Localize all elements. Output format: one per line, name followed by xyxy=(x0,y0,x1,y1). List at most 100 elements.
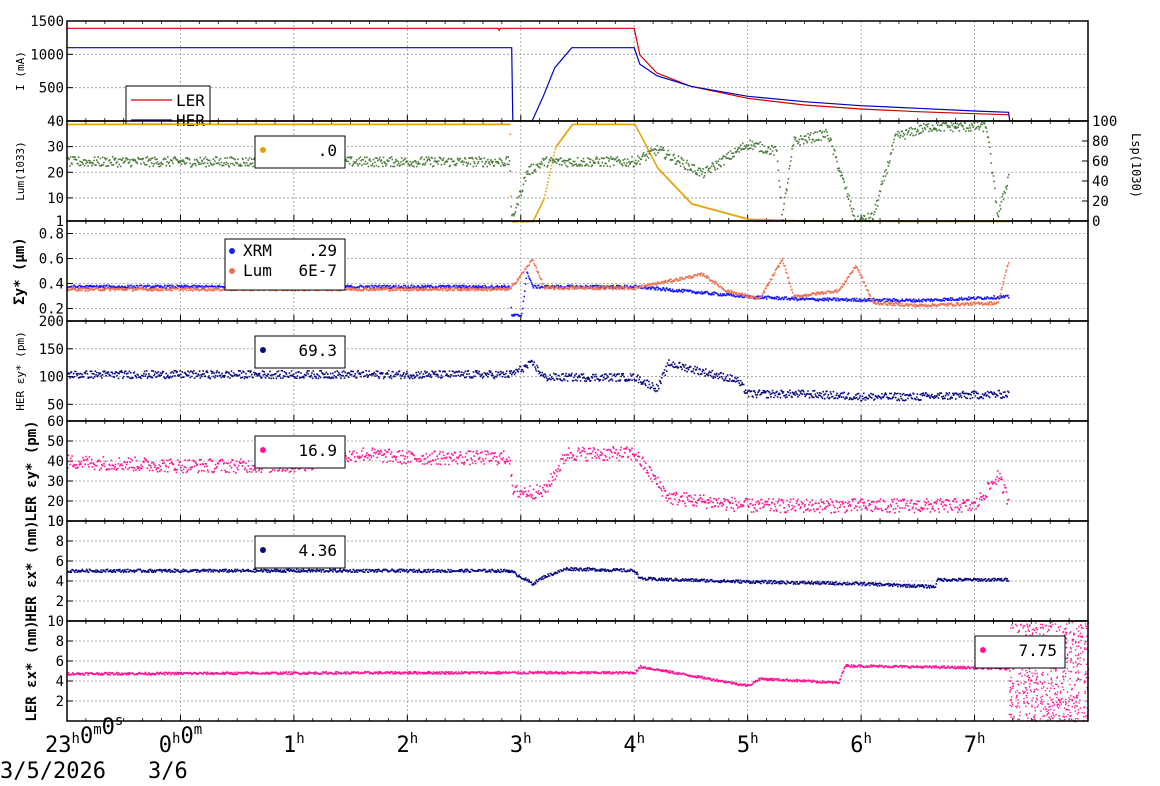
legend-marker xyxy=(260,547,266,553)
y-tick-label: 8 xyxy=(56,534,64,550)
legend-box xyxy=(974,635,1066,669)
y-tick-label: 20 xyxy=(47,494,64,510)
legend-value: .0 xyxy=(318,141,337,160)
y-tick-label: 50 xyxy=(47,434,64,450)
y2-tick-label: 40 xyxy=(1092,174,1109,190)
panel-2: 1 10 20 30 40 0 20 40 60 80 100 Lsp(1030) Lum(1033).… xyxy=(14,114,1143,230)
y-tick-label: 40 xyxy=(47,114,64,130)
panel-frame xyxy=(66,20,1089,122)
y-tick-label: 1500 xyxy=(30,14,64,30)
y-tick-label: 4 xyxy=(56,674,64,690)
x-tick-label: 3h xyxy=(510,731,532,758)
panel-4: 50 100 150 200 HER εy* (pm) 69.3 xyxy=(14,314,1089,422)
x-date-label: 3/6 xyxy=(148,759,188,782)
y-tick-label: 10 xyxy=(47,514,64,530)
y-axis-label: I (mA) xyxy=(14,51,27,91)
y-axis-label: LER εx* (nm) xyxy=(24,620,40,721)
legend-marker xyxy=(229,248,235,254)
series-points-2 xyxy=(67,121,1010,223)
legend-marker xyxy=(229,268,235,274)
series-points-1 xyxy=(67,446,1010,514)
y-axis-label: LER εy* (pm) xyxy=(24,420,40,521)
panel-frame xyxy=(66,420,1089,522)
y-tick-label: 0.8 xyxy=(39,227,64,243)
y-axis-label: HER εx* (nm) xyxy=(24,520,40,621)
y-tick-label: 30 xyxy=(47,474,64,490)
y-tick-label: 0.2 xyxy=(39,302,64,318)
y-tick-label: 10 xyxy=(47,514,64,530)
panel-frame xyxy=(66,620,1089,722)
y-tick-label: 150 xyxy=(39,342,64,358)
legend-box xyxy=(125,85,211,125)
x-tick-label: 1h xyxy=(283,731,305,758)
y-tick-label: 60 xyxy=(47,414,64,430)
legend-label: XRM xyxy=(243,241,272,260)
y-tick-label: 10 xyxy=(47,614,64,630)
x-axis: 23h0m0s 0h0m 1h 2h 3h 4h 5h 6h 7h 3/5/2026 3/6 xyxy=(0,713,986,784)
series-line-ler xyxy=(67,27,1009,116)
x-tick-label: 2h xyxy=(396,731,418,758)
panel-5: 10 20 30 40 50 60 LER εy* (pm) 16.9 xyxy=(24,414,1089,530)
y-tick-label: 2 xyxy=(56,694,64,710)
y-tick-label: 6 xyxy=(56,554,64,570)
legend-value: 6E-7 xyxy=(298,261,337,280)
x-date-label: 3/5/2026 xyxy=(0,759,106,782)
y-tick-label: 30 xyxy=(47,140,64,156)
legend-box xyxy=(254,135,346,169)
x-tick-label: 5h xyxy=(737,731,759,758)
panel-frame xyxy=(66,120,1089,222)
series-points-1 xyxy=(67,123,1010,223)
y2-tick-label: 100 xyxy=(1092,114,1117,130)
y-axis-label: Σy* (μm) xyxy=(12,237,28,304)
x-tick-label: 6h xyxy=(850,731,872,758)
y-tick-label: 1 xyxy=(56,214,64,230)
y-tick-label: 20 xyxy=(47,165,64,181)
y-tick-label: 200 xyxy=(39,314,64,330)
y-tick-label: 1000 xyxy=(30,47,64,63)
series-line-her xyxy=(67,47,1088,122)
y2-tick-label: 60 xyxy=(1092,154,1109,170)
series-points-1 xyxy=(67,566,1010,589)
y-tick-label: 0.4 xyxy=(39,277,64,293)
y-axis-label: HER εy* (pm) xyxy=(14,331,27,410)
panel-3: 0.2 0.4 0.6 0.8 Σy* (μm) XRM .29 Lum 6E-7 xyxy=(12,220,1089,322)
legend-marker xyxy=(260,147,266,153)
legend-label: Lum xyxy=(243,261,272,280)
y-tick-label: 10 xyxy=(47,191,64,207)
y-tick-label: 500 xyxy=(39,81,64,97)
panel-frame xyxy=(66,320,1089,422)
y-tick-label: 50 xyxy=(47,397,64,413)
x-tick-label: 23h0m0s xyxy=(45,713,123,758)
y-tick-label: 2 xyxy=(56,594,64,610)
y2-tick-label: 80 xyxy=(1092,134,1109,150)
series-points-1 xyxy=(67,621,1090,723)
y-tick-label: 6 xyxy=(56,654,64,670)
legend-value: 16.9 xyxy=(298,441,337,460)
y-tick-label: 100 xyxy=(39,370,64,386)
legend-marker xyxy=(260,447,266,453)
y2-tick-label: 20 xyxy=(1092,194,1109,210)
legend-value: 4.36 xyxy=(298,541,337,560)
legend-label-ler: LER xyxy=(176,91,205,110)
y-tick-label: 0.6 xyxy=(39,252,64,268)
legend-box xyxy=(254,535,346,569)
x-tick-label: 0h0m xyxy=(159,722,202,758)
y-tick-label: 4 xyxy=(56,574,64,590)
legend-box xyxy=(224,238,346,291)
y-axis-label: Lum(1033) xyxy=(14,141,27,201)
legend-value: 7.75 xyxy=(1018,641,1057,660)
x-tick-label: 4h xyxy=(623,731,645,758)
panel-6: 2 4 6 8 10 HER εx* (nm) 4.36 xyxy=(24,514,1089,622)
legend-box xyxy=(254,435,346,469)
panel-7: 2 4 6 8 10 LER εx* (nm) 7.75 xyxy=(24,614,1090,723)
y2-tick-label: 0 xyxy=(1092,214,1100,230)
legend-value: 69.3 xyxy=(298,341,337,360)
legend-box xyxy=(254,335,346,369)
legend-marker xyxy=(260,347,266,353)
series-points-1 xyxy=(67,359,1010,402)
x-tick-label: 7h xyxy=(964,731,986,758)
y2-axis-label: Lsp(1030) xyxy=(1129,133,1143,198)
